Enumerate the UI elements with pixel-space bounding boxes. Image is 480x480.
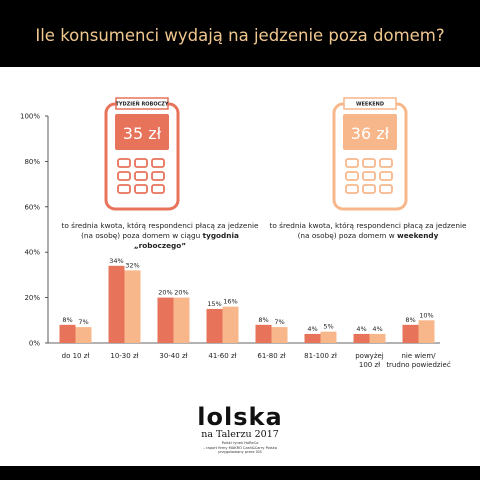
phone-screen [115, 114, 169, 150]
weekday-note-line2: (na osobę) poza domem w ciągu [81, 231, 203, 240]
bar [75, 327, 92, 343]
data-label: 7% [274, 318, 284, 326]
logo-small-line2: – raport firmy MAKRO Cash&Carry Polska [203, 445, 277, 450]
data-label: 8% [258, 316, 268, 324]
phone-amount: 35 zł [123, 124, 162, 143]
phone-key [117, 158, 131, 168]
data-label: 20% [158, 289, 172, 297]
phone-key [134, 171, 148, 181]
data-label: 4% [307, 325, 317, 333]
bar [222, 306, 239, 343]
phone-key [134, 158, 148, 168]
logo-small: Polski rynek HoReCa – raport firmy MAKRO… [190, 441, 290, 455]
phone-key [379, 171, 393, 181]
data-label: 5% [323, 323, 333, 331]
category-label: 10-30 zł [110, 352, 138, 360]
phone-key [117, 184, 131, 194]
logo-small-line1: Polski rynek HoReCa [221, 441, 259, 445]
y-tick-label: 80% [24, 158, 40, 166]
weekend-note-line2: (na osobę) poza domem w [297, 231, 397, 240]
phone-tag [115, 97, 169, 110]
data-label: 10% [419, 311, 433, 319]
bars: 8% 7% do 10 zł 34%32% 10-30 zł 20% 20% 30-40 zł… [59, 257, 451, 369]
y-tick-label: 100% [20, 113, 40, 121]
logo-sub: na Talerzu 2017 [201, 429, 279, 440]
weekend-note-line1: to średnia kwota, którą respondenci płac… [269, 221, 467, 230]
phone-illustrations: TYDZIEŃ ROBOCZY 35 zł WEEKEND 36 zł [104, 97, 408, 211]
bar [59, 324, 76, 343]
bar [402, 324, 419, 343]
logo-small-line3: przygotowany przez IGS [218, 450, 262, 454]
y-tick-label: 20% [24, 294, 40, 302]
phone-key [151, 158, 165, 168]
weekend-note-bold: weekendy [396, 231, 439, 240]
bar [206, 308, 223, 343]
data-label: 8% [62, 316, 72, 324]
phone-key [379, 184, 393, 194]
data-label: 4% [356, 325, 366, 333]
header-band [0, 0, 480, 67]
category-label: 30-40 zł [159, 352, 187, 360]
category-label: 61-80 zł [257, 352, 285, 360]
weekday-phone: TYDZIEŃ ROBOCZY 35 zł [104, 97, 180, 211]
footer-band [0, 466, 480, 480]
phone-key [151, 171, 165, 181]
weekday-note-line1: to średnia kwota, którą respondenci płac… [61, 221, 259, 230]
bar [108, 265, 125, 343]
phone-key [345, 158, 359, 168]
category-label: do 10 zł [62, 352, 90, 360]
phone-key [134, 184, 148, 194]
phone-tag [343, 97, 397, 110]
y-tick-label: 40% [24, 249, 40, 257]
data-label: 16% [223, 298, 237, 306]
logo: lolska na Talerzu 2017 Polski rynek HoRe… [190, 405, 290, 455]
phone-key [345, 171, 359, 181]
category-label: nie wiem/ [401, 352, 436, 360]
phone-screen [343, 114, 397, 150]
phone-key [362, 171, 376, 181]
phone-amount: 36 zł [351, 124, 390, 143]
bar [157, 297, 174, 343]
weekend-phone: WEEKEND 36 zł [332, 97, 408, 211]
y-tick-label: 60% [24, 203, 40, 211]
bar [255, 324, 272, 343]
y-tick-label: 0% [29, 340, 40, 348]
bar [304, 333, 321, 343]
category-label: trudno powiedzieć [386, 361, 451, 369]
data-label: 34% [109, 257, 123, 265]
weekend-note: to średnia kwota, którą respondenci płac… [268, 221, 468, 241]
bar [353, 333, 370, 343]
category-label: 100 zł [359, 361, 380, 369]
phone-key [151, 184, 165, 194]
logo-main: lolska [197, 403, 283, 431]
category-label: 41-60 zł [208, 352, 236, 360]
bar [369, 333, 386, 343]
bar [320, 331, 337, 343]
category-label: powyżej [355, 352, 384, 360]
data-label: 7% [78, 318, 88, 326]
bar [418, 320, 435, 343]
data-label: 32% [125, 261, 139, 269]
phone-key [117, 171, 131, 181]
page-title: Ile konsumenci wydają na jedzenie poza d… [35, 26, 445, 45]
bar [173, 297, 190, 343]
phone-tag-label: WEEKEND [356, 102, 384, 108]
category-label: 81-100 zł [304, 352, 337, 360]
data-label: 4% [372, 325, 382, 333]
phone-key [362, 184, 376, 194]
weekday-note: to średnia kwota, którą respondenci płac… [60, 221, 260, 251]
data-label: 15% [207, 300, 221, 308]
data-label: 8% [405, 316, 415, 324]
data-label: 20% [174, 289, 188, 297]
bar [271, 327, 288, 343]
phone-tag-label: TYDZIEŃ ROBOCZY [115, 100, 168, 108]
phone-key [379, 158, 393, 168]
phone-key [362, 158, 376, 168]
bar [124, 270, 141, 343]
phone-key [345, 184, 359, 194]
weekday-note-bold: tygodnia „roboczego” [133, 231, 239, 250]
